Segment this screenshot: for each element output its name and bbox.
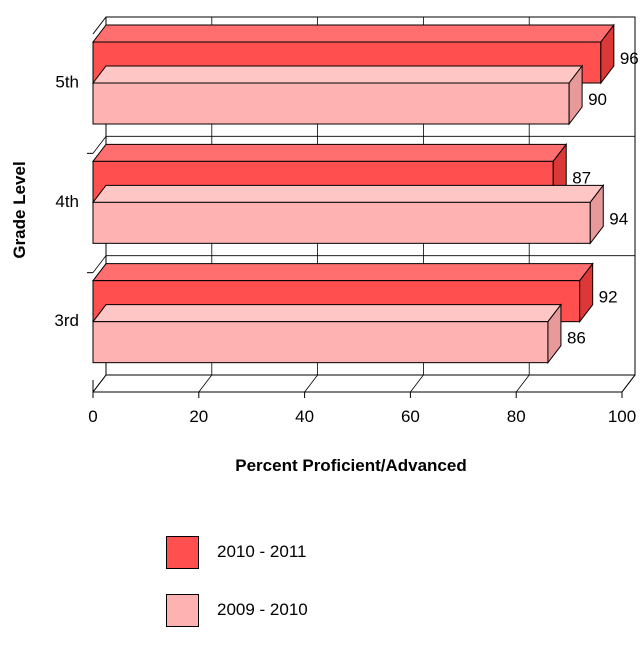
y-axis-title: Grade Level — [10, 161, 29, 258]
legend-label-2009-2010: 2009 - 2010 — [217, 600, 308, 619]
floor-gridline — [410, 374, 424, 393]
y-tick-label: 3rd — [54, 311, 79, 330]
legend-swatch-2010-2011 — [166, 535, 199, 569]
chart-legend: 2010 - 2011 2009 - 2010 — [166, 532, 308, 648]
top-left-edge — [92, 16, 107, 35]
data-label: 92 — [599, 288, 618, 307]
data-label: 96 — [620, 49, 639, 68]
floor-gridline — [198, 374, 213, 393]
bar-top-face — [91, 143, 568, 162]
floor-gridline — [515, 374, 530, 393]
bar-chart: 0 20 40 60 80 100 96 90 5th 87 94 4th 92 86 3rd Percen… — [10, 16, 639, 475]
x-tick-label: 80 — [507, 407, 526, 426]
legend-item-2010-2011: 2010 - 2011 — [166, 532, 308, 572]
y-tick-label: 5th — [55, 72, 79, 91]
data-label: 86 — [567, 329, 586, 348]
legend-label-2010-2011: 2010 - 2011 — [217, 542, 307, 561]
chart-bars — [91, 23, 615, 365]
bar — [92, 201, 591, 244]
legend-swatch-2009-2010 — [166, 593, 199, 627]
x-tick-label: 20 — [189, 407, 208, 426]
bar-top-face — [91, 304, 562, 323]
x-tick-label: 40 — [295, 407, 314, 426]
data-label: 87 — [572, 168, 591, 187]
y-tick-label: 4th — [55, 192, 79, 211]
bar — [92, 321, 549, 364]
x-tick-label: 60 — [401, 407, 420, 426]
legend-item-2009-2010: 2009 - 2010 — [166, 590, 308, 630]
x-tick-label: 100 — [608, 407, 636, 426]
bar-top-face — [91, 263, 594, 282]
floor-gridline — [304, 374, 318, 393]
bar-top-face — [91, 184, 605, 203]
chart-labels: 0 20 40 60 80 100 96 90 5th 87 94 4th 92 86 3rd — [54, 49, 638, 426]
floor-gridline — [621, 374, 636, 393]
floor-gridline — [92, 374, 107, 393]
side-gridline-y — [92, 136, 107, 154]
x-tick-label: 0 — [88, 407, 97, 426]
bar-top-face — [91, 65, 584, 84]
data-label: 94 — [609, 209, 628, 228]
data-label: 90 — [588, 90, 607, 109]
bar-top-face — [91, 24, 615, 43]
bar-side-face — [568, 64, 583, 126]
side-gridline-y — [92, 255, 107, 273]
bar-side-face — [579, 262, 594, 324]
bar-side-face — [547, 303, 562, 365]
bar-side-face — [600, 23, 615, 85]
bar — [92, 82, 570, 125]
x-axis-title: Percent Proficient/Advanced — [235, 456, 466, 475]
bar-side-face — [589, 183, 604, 245]
